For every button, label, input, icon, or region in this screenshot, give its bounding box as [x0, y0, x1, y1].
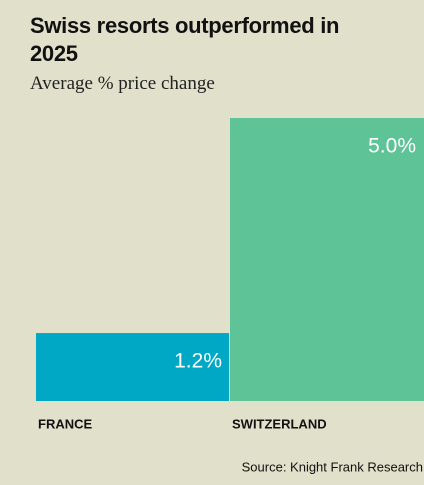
value-label: 5.0%: [368, 135, 416, 158]
bar: [230, 118, 424, 401]
source: Source: Knight Frank Research: [242, 459, 423, 474]
x-tick-label: FRANCE: [38, 416, 92, 431]
chart-subtitle: Average % price change: [30, 73, 215, 94]
value-label: 1.2%: [174, 350, 222, 373]
bar: [36, 333, 229, 401]
chart-title: Swiss resorts outperformed in 2025: [30, 13, 340, 66]
x-tick-label: SWITZERLAND: [232, 416, 327, 431]
